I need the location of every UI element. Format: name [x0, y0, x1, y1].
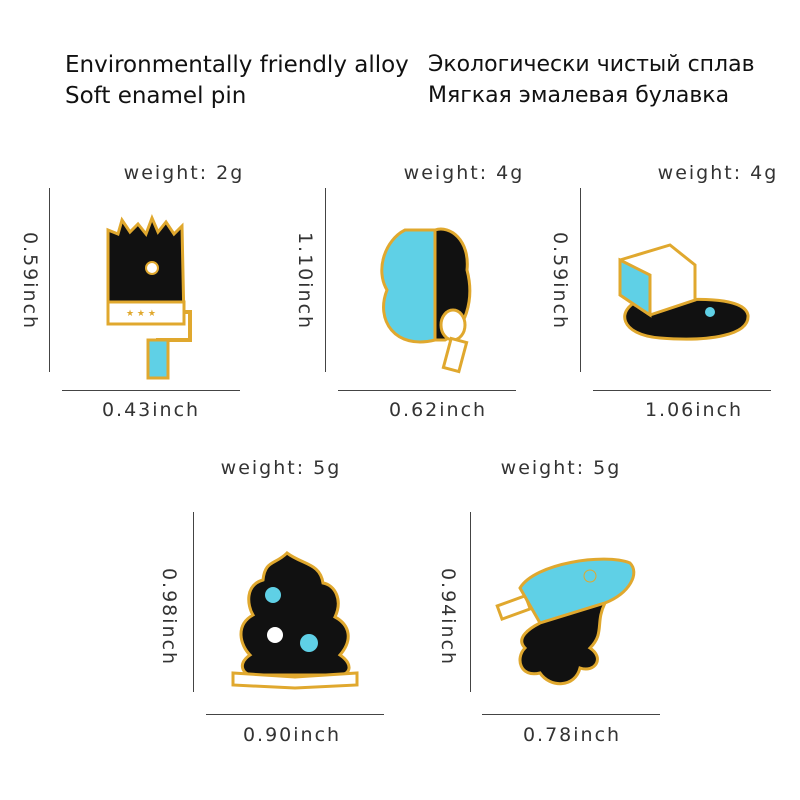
pin3-height: 0.59inch — [549, 231, 571, 331]
pin3-height-line — [580, 188, 581, 372]
pin1-height: 0.59inch — [19, 231, 41, 331]
pin2-width-line — [338, 390, 516, 391]
pin4-width: 0.90inch — [242, 724, 342, 746]
pin3-weight: weight: 4g — [657, 162, 779, 184]
pin4-height-line — [193, 512, 194, 692]
pin5-width-line — [482, 714, 660, 715]
pin4-height: 0.98inch — [158, 567, 180, 667]
paint-tube-pin — [380, 227, 472, 374]
pin5-height: 0.94inch — [437, 567, 459, 667]
pin4-width-line — [206, 714, 384, 715]
pin1-width: 0.43inch — [101, 399, 201, 421]
pin2-height-line — [325, 188, 326, 372]
title-en-2: Soft enamel pin — [65, 83, 247, 109]
pin5-weight: weight: 5g — [500, 457, 622, 479]
title-ru-1: Экологически чистый сплав — [428, 52, 755, 77]
pin4-weight: weight: 5g — [220, 457, 342, 479]
pin1-width-line — [62, 390, 240, 391]
pin2-height: 1.10inch — [294, 231, 316, 331]
pin1-height-line — [49, 188, 50, 372]
milk-carton-pin — [618, 243, 750, 341]
pin5-width: 0.78inch — [522, 724, 622, 746]
pin1-weight: weight: 2g — [123, 162, 245, 184]
pin3-width: 1.06inch — [644, 399, 744, 421]
title-en-1: Environmentally friendly alloy — [65, 52, 409, 78]
title-ru-2: Мягкая эмалевая булавка — [428, 83, 730, 108]
pin3-width-line — [593, 390, 771, 391]
svg-text:★ ★ ★: ★ ★ ★ — [126, 309, 156, 319]
paint-roller-pin: ★ ★ ★ — [106, 213, 192, 380]
pin2-weight: weight: 4g — [403, 162, 525, 184]
pin2-width: 0.62inch — [388, 399, 488, 421]
open-book-pin — [231, 551, 359, 690]
pin5-height-line — [470, 512, 471, 692]
popsicle-pin — [495, 557, 636, 686]
